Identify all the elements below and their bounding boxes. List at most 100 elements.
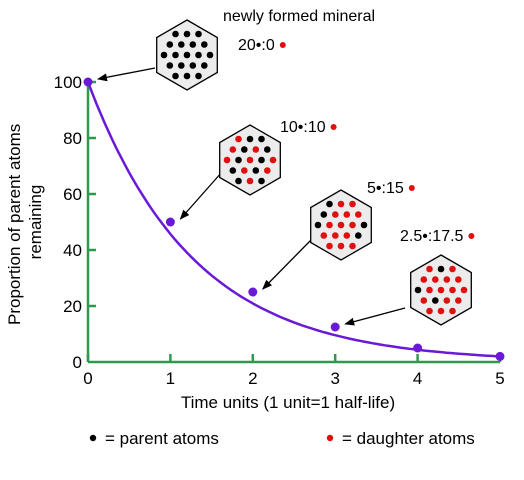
daughter-atom	[343, 232, 351, 239]
mineral-hexagon	[156, 19, 218, 91]
parent-atom	[178, 41, 185, 48]
data-point	[495, 351, 505, 361]
parent-atom	[166, 41, 174, 48]
parent-atom	[183, 51, 191, 59]
daughter-atom	[349, 242, 356, 250]
daughter-atom	[252, 146, 260, 153]
parent-atom	[414, 286, 422, 294]
daughter-atom	[320, 232, 328, 239]
y-tick-label: 0	[73, 353, 82, 372]
annotation-title: newly formed mineral	[223, 8, 375, 25]
parent-atom	[355, 232, 362, 239]
mineral-hexagon	[310, 189, 372, 261]
ratio-label: 20•:0	[238, 37, 275, 54]
parent-atom	[195, 72, 202, 80]
daughter-atom	[432, 276, 439, 283]
parent-atom	[195, 51, 202, 59]
daughter-atom	[269, 156, 277, 164]
mineral-hexagon	[219, 124, 281, 196]
daughter-atom	[449, 286, 456, 294]
x-tick-label: 2	[248, 369, 257, 388]
daughter-atom	[443, 297, 451, 304]
parent-atom	[172, 72, 179, 80]
annotation-labels: 20•:0 10•:10 5•:15 2.5•:17.5	[238, 37, 475, 245]
ratio-label: 10•:10	[280, 119, 326, 136]
data-points	[83, 77, 505, 361]
parent-atom	[258, 156, 265, 164]
x-tick-label: 0	[83, 369, 92, 388]
daughter-atom	[246, 177, 254, 185]
parent-atom	[195, 30, 202, 38]
parent-atom	[326, 200, 333, 208]
mineral-hexagon	[410, 254, 472, 326]
parent-atom	[201, 62, 208, 69]
parent-atom	[183, 72, 191, 80]
legend-parent-label: = parent atoms	[105, 429, 219, 448]
parent-atom	[178, 62, 185, 69]
ratio-daughter-dot	[279, 42, 286, 48]
parent-atom	[201, 41, 208, 48]
parent-atom	[320, 211, 328, 218]
daughter-atom	[420, 297, 428, 304]
y-axis-title-line-2: remaining	[26, 185, 45, 260]
daughter-atom	[426, 265, 433, 273]
daughter-atom	[337, 221, 345, 229]
ratio-daughter-dot	[330, 124, 337, 130]
daughter-atom	[437, 286, 445, 294]
daughter-atom	[460, 286, 468, 294]
decay-curve-line	[86, 81, 501, 358]
annotation-arrow	[262, 239, 312, 290]
daughter-atom	[349, 221, 356, 229]
parent-atom	[360, 221, 368, 229]
x-tick-label: 3	[330, 369, 339, 388]
parent-atom	[229, 167, 237, 174]
x-tick-label: 1	[166, 369, 175, 388]
parent-atom	[160, 51, 168, 59]
data-point	[165, 217, 175, 227]
y-tick-label: 20	[63, 297, 82, 316]
parent-atom	[258, 135, 265, 143]
daughter-atom	[455, 297, 462, 304]
parent-atom	[206, 51, 214, 59]
daughter-atom	[443, 276, 451, 283]
x-tick-label: 5	[495, 369, 504, 388]
parent-atom	[264, 146, 271, 153]
daughter-atom	[343, 211, 351, 218]
daughter-atom	[337, 200, 345, 208]
legend-daughter-label: = daughter atoms	[342, 429, 475, 448]
daughter-atom	[337, 242, 345, 250]
axes	[86, 82, 500, 364]
legend: = parent atoms = daughter atoms	[89, 429, 475, 448]
daughter-atom	[223, 156, 231, 164]
daughter-atom	[349, 200, 356, 208]
arrows	[97, 67, 406, 326]
parent-atom	[189, 62, 197, 69]
x-tick-label: 4	[413, 369, 422, 388]
annotation-arrow	[179, 171, 223, 220]
daughter-atom	[449, 265, 456, 273]
decay-curve	[86, 81, 501, 358]
daughter-atom	[332, 232, 339, 239]
parent-atom	[166, 62, 174, 69]
annotation-arrow	[97, 67, 156, 82]
y-ticks: 0 20 40 60 80 100	[54, 73, 96, 372]
y-tick-label: 80	[63, 129, 82, 148]
daughter-atom	[355, 211, 362, 218]
parent-atom	[432, 297, 439, 304]
daughter-atom	[246, 156, 254, 164]
parent-atom	[246, 135, 254, 143]
parent-atom	[252, 167, 260, 174]
parent-atom	[172, 51, 179, 59]
daughter-atom	[426, 286, 433, 294]
data-point	[330, 322, 340, 332]
data-point	[248, 287, 258, 297]
y-tick-label: 60	[63, 185, 82, 204]
daughter-atom	[235, 135, 242, 143]
parent-atom	[172, 30, 179, 38]
legend-parent-dot	[89, 434, 97, 442]
parent-atom	[189, 41, 197, 48]
parent-atom	[183, 30, 191, 38]
y-tick-label: 100	[54, 73, 82, 92]
daughter-atom	[326, 221, 333, 229]
daughter-atom	[437, 307, 445, 315]
